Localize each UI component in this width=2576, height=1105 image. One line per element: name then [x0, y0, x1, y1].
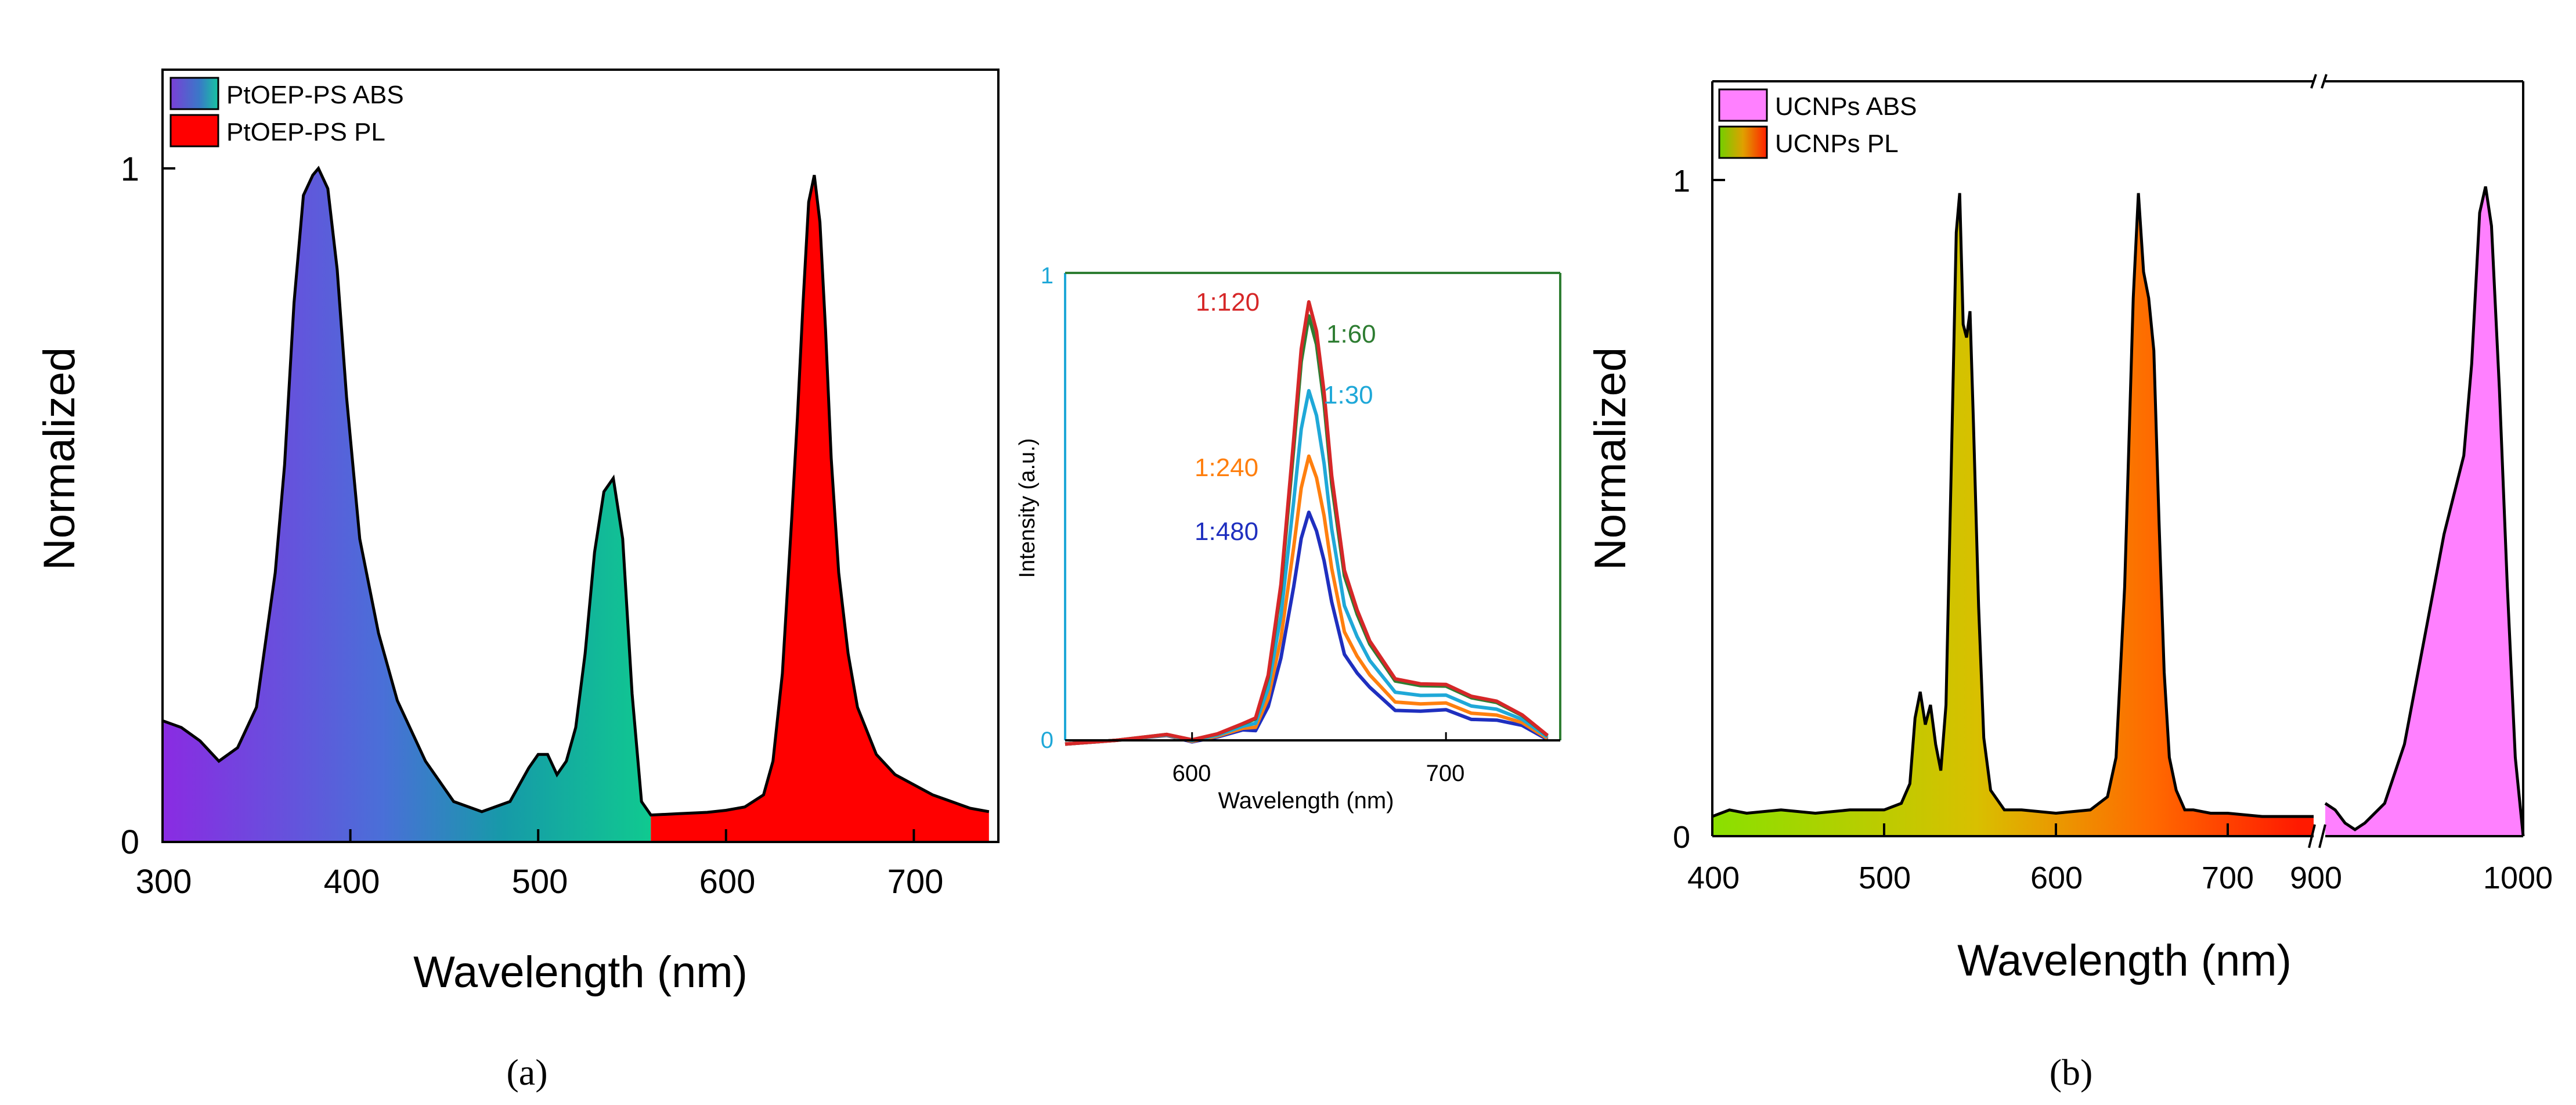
panel-a-xlabel: Wavelength (nm) — [413, 948, 748, 997]
b-xtick-label-400: 400 — [1687, 861, 1740, 895]
inset-label-1-30: 1:30 — [1323, 381, 1373, 409]
inset-ytick-label-0: 0 — [1041, 728, 1054, 753]
area-ucnp-pl — [1712, 193, 2314, 837]
inset-ytick-label-1: 1 — [1041, 263, 1054, 289]
inset-xlabel: Wavelength (nm) — [1218, 788, 1394, 814]
panel-a-inset: 0 1 600 700 Wavelength (nm) Intensity (a… — [1015, 263, 1561, 814]
legend-swatch-ucnp-pl — [1718, 125, 1768, 159]
inset-line-1-30 — [1065, 388, 1549, 746]
ytick-label-1: 1 — [121, 150, 139, 188]
inset-line-1-120 — [1065, 300, 1549, 746]
inset-line-1-240 — [1065, 454, 1549, 746]
area-ptoep-abs — [163, 168, 651, 842]
panel-a-frame — [161, 69, 1000, 843]
inset-label-1-480: 1:480 — [1195, 517, 1258, 546]
panel-a-legend: PtOEP-PS ABS PtOEP-PS PL — [169, 77, 404, 147]
axis-break-mark-2 — [2318, 824, 2326, 848]
axis-break-mark-1 — [2308, 824, 2316, 848]
panel-a-xtick-labels: 300 400 500 600 700 — [136, 863, 944, 901]
inset-label-1-120: 1:120 — [1196, 288, 1260, 316]
panel-b-frame — [1711, 74, 2524, 848]
legend-label-ucnp-abs: UCNPs ABS — [1775, 92, 1917, 121]
b-ytick-label-1: 1 — [1673, 164, 1690, 199]
inset-ylabel: Intensity (a.u.) — [1015, 438, 1040, 578]
b-xtick-label-600: 600 — [2030, 861, 2083, 895]
caption-a: (a) — [506, 1052, 547, 1093]
legend-label-pl: PtOEP-PS PL — [226, 118, 385, 146]
axis-break-top-2 — [2321, 74, 2328, 89]
panel-b-ylabel: Normalized — [1586, 347, 1635, 570]
panel-b-outline-left — [1712, 193, 2314, 818]
inset-xtick-label-700: 700 — [1426, 761, 1465, 786]
xtick-label-700: 700 — [887, 863, 944, 901]
panel-a-areas — [163, 168, 989, 843]
panel-a-ylabel: Normalized — [35, 347, 84, 570]
b-xtick-label-1000: 1000 — [2483, 861, 2553, 895]
legend-label-ucnp-pl: UCNPs PL — [1775, 129, 1899, 158]
b-xtick-label-900: 900 — [2290, 861, 2342, 895]
ytick-label-0: 0 — [121, 823, 139, 861]
xtick-label-600: 600 — [699, 863, 756, 901]
panel-a-outline — [162, 165, 990, 817]
panel-b-ticks — [1711, 179, 2524, 837]
panel-a-ytick-labels: 0 1 — [121, 150, 139, 861]
xtick-label-300: 300 — [136, 863, 192, 901]
b-ytick-label-0: 0 — [1673, 820, 1690, 855]
legend-label-abs: PtOEP-PS ABS — [226, 81, 404, 109]
area-ptoep-pl — [651, 175, 989, 843]
inset-lines — [1065, 300, 1549, 746]
inset-label-1-240: 1:240 — [1195, 453, 1258, 482]
panel-b-ytick-labels: 0 1 — [1673, 164, 1690, 855]
inset-ticks — [1191, 732, 1447, 740]
b-xtick-label-500: 500 — [1859, 861, 1911, 895]
xtick-label-400: 400 — [324, 863, 380, 901]
inset-line-1-480 — [1065, 510, 1549, 746]
legend-swatch-ucnp-abs — [1718, 88, 1768, 122]
legend-swatch-abs — [169, 77, 219, 110]
b-xtick-label-700: 700 — [2202, 861, 2254, 895]
inset-line-1-60 — [1065, 314, 1549, 746]
panel-b-legend: UCNPs ABS UCNPs PL — [1718, 88, 1917, 159]
panel-a-ticks — [161, 167, 915, 843]
inset-label-1-60: 1:60 — [1326, 320, 1376, 348]
panel-b-xlabel: Wavelength (nm) — [1957, 936, 2292, 985]
inset-series-labels: 1:120 1:60 1:30 1:240 1:480 — [1195, 288, 1376, 546]
panel-b: 0 1 400 500 600 700 900 1000 Wavelength … — [1586, 74, 2553, 985]
xtick-label-500: 500 — [512, 863, 568, 901]
panel-b-outline-right — [2324, 186, 2525, 837]
panel-a-main: 0 1 300 400 500 600 700 Wavelength (nm) … — [35, 69, 1000, 997]
panel-b-xtick-labels: 400 500 600 700 900 1000 — [1687, 861, 2553, 895]
inset-xtick-label-600: 600 — [1172, 761, 1211, 786]
caption-b: (b) — [2050, 1052, 2093, 1093]
axis-break-top-1 — [2310, 74, 2317, 89]
legend-swatch-pl — [169, 114, 219, 147]
